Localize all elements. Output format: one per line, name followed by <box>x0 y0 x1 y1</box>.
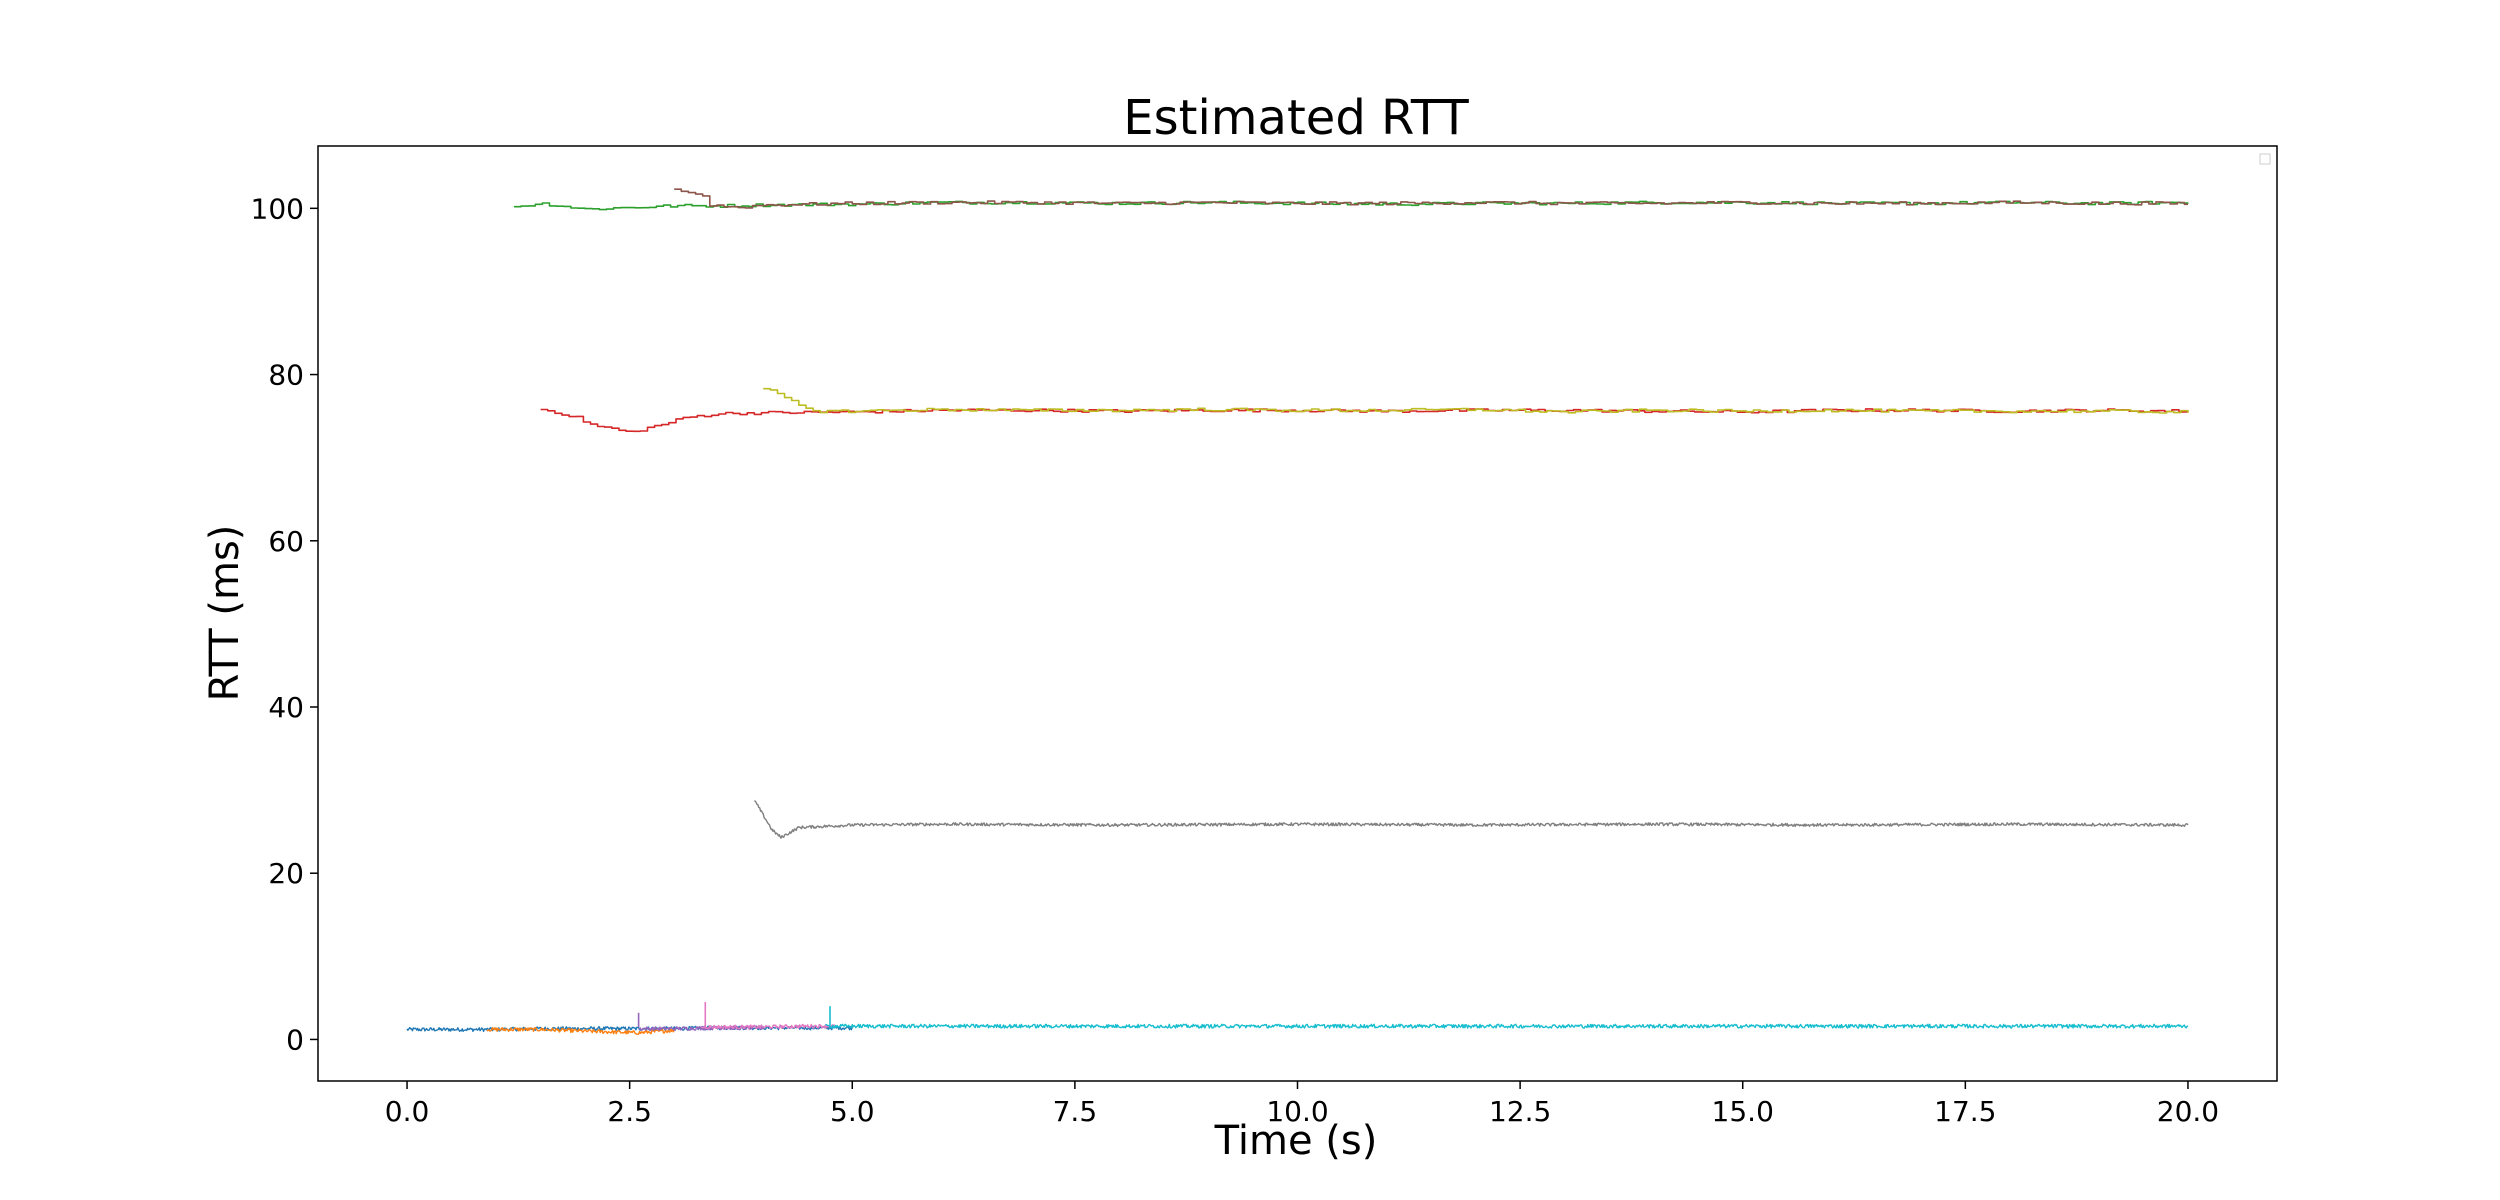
y-tick-label: 80 <box>268 359 304 392</box>
x-tick-label: 10.0 <box>1266 1095 1328 1128</box>
series-line-2 <box>486 1026 675 1035</box>
x-tick-label: 0.0 <box>385 1095 430 1128</box>
y-axis: 0 20 40 60 80 100 <box>251 192 318 1056</box>
chart-title: Estimated RTT <box>1123 90 1469 146</box>
y-tick-label: 40 <box>268 691 304 724</box>
series-line-6 <box>674 188 2188 209</box>
x-tick-label: 17.5 <box>1934 1095 1996 1128</box>
x-axis-title: Time (s) <box>1214 1118 1378 1164</box>
y-tick-label: 100 <box>251 192 304 225</box>
x-tick-label: 20.0 <box>2157 1095 2219 1128</box>
x-tick-label: 2.5 <box>607 1095 652 1128</box>
x-tick-label: 12.5 <box>1489 1095 1551 1128</box>
x-axis: 0.0 2.5 5.0 7.5 10.0 12.5 15.0 17.5 20.0 <box>385 1081 2219 1128</box>
series-line-8 <box>754 800 2189 839</box>
y-axis-title: RTT (ms) <box>202 525 248 702</box>
series-line-1 <box>406 1025 853 1032</box>
plot-frame <box>317 145 2278 1082</box>
x-tick-label: 7.5 <box>1053 1095 1098 1128</box>
x-tick-label: 15.0 <box>1712 1095 1774 1128</box>
series-line-9 <box>763 387 2189 414</box>
series-line-7 <box>700 1023 836 1030</box>
y-tick-label: 20 <box>268 857 304 890</box>
plot-area <box>406 188 2189 1035</box>
y-tick-label: 60 <box>268 525 304 558</box>
y-tick-label: 0 <box>286 1023 304 1056</box>
x-tick-label: 5.0 <box>830 1095 875 1128</box>
legend-box <box>2259 153 2271 165</box>
series-line-10 <box>825 1023 2189 1029</box>
